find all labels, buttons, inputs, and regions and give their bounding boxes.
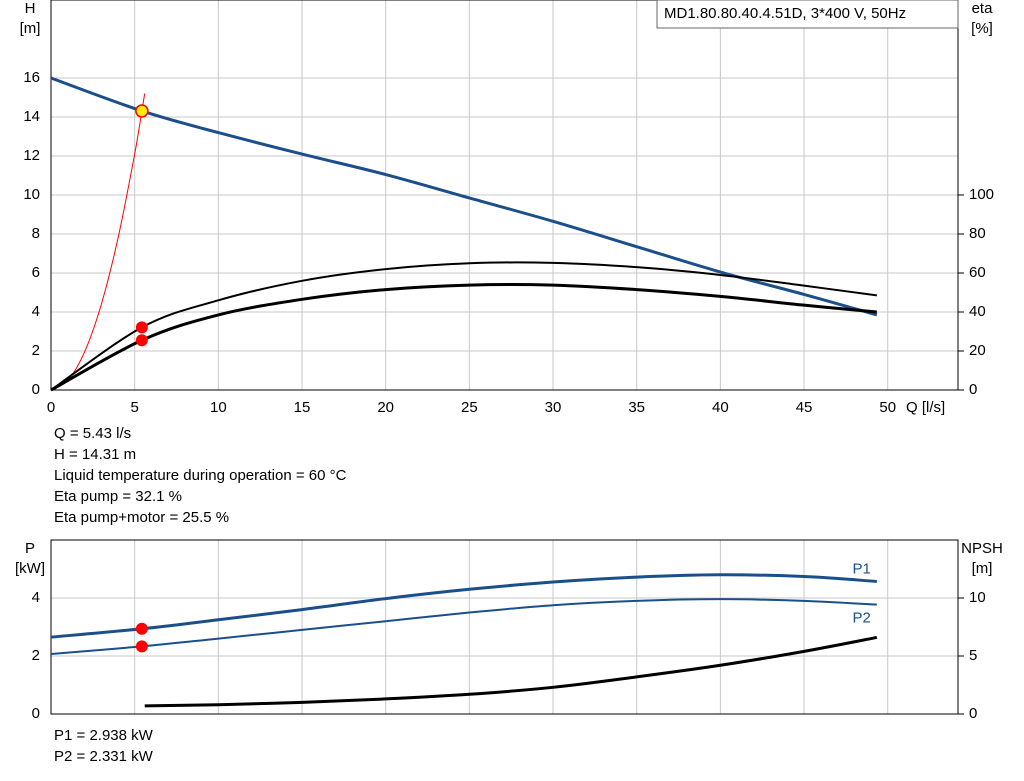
info-text: P2 = 2.331 kW: [54, 748, 154, 765]
y2-tick-label: 0: [969, 381, 977, 398]
y-tick-label: 16: [23, 69, 40, 86]
x-tick-label: 25: [461, 399, 478, 416]
duty-point: [135, 622, 148, 635]
x-tick-label: 5: [130, 399, 138, 416]
y2-tick-label: 0: [969, 705, 977, 722]
info-text: Liquid temperature during operation = 60…: [54, 467, 347, 484]
y-tick-label: 8: [32, 225, 40, 242]
y-axis-label: P: [25, 540, 35, 557]
legend-text: MD1.80.80.40.4.51D, 3*400 V, 50Hz: [664, 5, 906, 22]
duty-point: [135, 104, 149, 118]
y-tick-label: 0: [32, 381, 40, 398]
y-tick-label: 12: [23, 147, 40, 164]
x-tick-label: 10: [210, 399, 227, 416]
y2-tick-label: 20: [969, 342, 986, 359]
y2-axis-label: NPSH: [961, 540, 1003, 557]
y-tick-label: 10: [23, 186, 40, 203]
series-label: P2: [852, 610, 870, 627]
y-axis-label: H: [25, 0, 36, 17]
x-tick-label: 50: [879, 399, 896, 416]
series-label: P1: [852, 560, 870, 577]
x-tick-label: 40: [712, 399, 729, 416]
duty-point: [135, 321, 148, 334]
info-text: Eta pump+motor = 25.5 %: [54, 509, 229, 526]
y2-tick-label: 40: [969, 303, 986, 320]
y-tick-label: 0: [32, 705, 40, 722]
plot-frame: [50, 539, 959, 715]
y2-axis-label: eta: [972, 0, 994, 17]
y2-tick-label: 60: [969, 264, 986, 281]
y-axis-unit: [kW]: [15, 560, 45, 577]
x-tick-label: 15: [294, 399, 311, 416]
legend-box: [656, 0, 959, 29]
y2-axis-unit: [m]: [972, 560, 993, 577]
info-text: P1 = 2.938 kW: [54, 727, 154, 744]
duty-point: [135, 640, 148, 653]
y-tick-label: 4: [32, 589, 40, 606]
y2-tick-label: 5: [969, 647, 977, 664]
info-text: Q = 5.43 l/s: [54, 425, 131, 442]
y-tick-label: 14: [23, 108, 40, 125]
x-tick-label: 0: [47, 399, 55, 416]
curve: [50, 283, 877, 392]
duty-point: [135, 334, 148, 347]
y-tick-label: 4: [32, 303, 40, 320]
y2-axis-unit: [%]: [971, 20, 993, 37]
x-tick-label: 45: [796, 399, 813, 416]
curve: [50, 261, 877, 391]
y2-tick-label: 100: [969, 186, 994, 203]
x-axis-label: Q [l/s]: [906, 399, 945, 416]
info-text: H = 14.31 m: [54, 446, 136, 463]
y2-tick-label: 80: [969, 225, 986, 242]
x-tick-label: 20: [377, 399, 394, 416]
curve: [50, 598, 877, 655]
y-tick-label: 2: [32, 342, 40, 359]
plot-frame: [50, 0, 959, 391]
y-tick-label: 6: [32, 264, 40, 281]
y-axis-unit: [m]: [20, 20, 41, 37]
info-text: Eta pump = 32.1 %: [54, 488, 182, 505]
x-tick-label: 35: [628, 399, 645, 416]
y2-tick-label: 10: [969, 589, 986, 606]
y-tick-label: 2: [32, 647, 40, 664]
curve: [144, 635, 878, 708]
x-tick-label: 30: [545, 399, 562, 416]
curve: [50, 573, 877, 639]
